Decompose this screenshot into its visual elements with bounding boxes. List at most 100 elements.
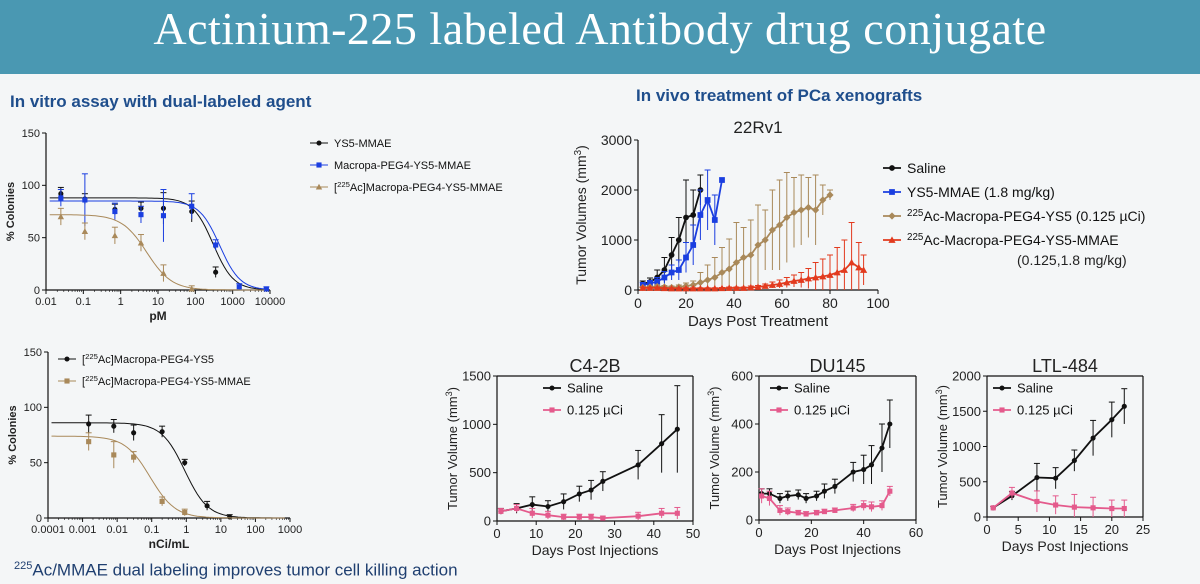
chart-c-series-3-point xyxy=(783,278,791,286)
chart-f-series-0-line xyxy=(992,405,1125,509)
chart-a-series-1-point xyxy=(82,197,88,203)
chart-a-series-2-point xyxy=(57,213,65,220)
chart-f-ytick-label: 500 xyxy=(959,474,981,489)
chart-b-xtick-label: 0.1 xyxy=(144,524,159,536)
chart-e-series-0-point xyxy=(785,493,791,499)
chart-e-series-0-point xyxy=(795,492,801,498)
chart-c-series-3-point xyxy=(776,280,784,287)
chart-d-xtick-label: 10 xyxy=(529,526,543,541)
chart-f-series-1-point xyxy=(1071,504,1077,510)
chart-b-series-1-point xyxy=(159,498,165,504)
chart-a-ytick-label: 50 xyxy=(28,233,40,245)
chart-d-series-1-point xyxy=(514,505,520,511)
chart-e-series-1-point xyxy=(832,507,838,513)
footer-caption: 225Ac/MMAE dual labeling improves tumor … xyxy=(14,560,458,581)
chart-b-legend-0-label: [225Ac]Macropa-PEG4-YS5 xyxy=(82,351,214,366)
chart-a-series-1-point xyxy=(189,203,195,209)
chart-c-series-2-point xyxy=(711,273,719,282)
chart-b-xtick-label: 0.0001 xyxy=(31,524,65,536)
chart-c-series-3-point xyxy=(646,284,654,291)
footer-text: Ac/MMAE dual labeling improves tumor cel… xyxy=(32,560,458,580)
chart-e-legend-0-label: Saline xyxy=(794,381,830,396)
chart-a-series-1-point xyxy=(263,286,269,292)
chart-b-ytick-label: 50 xyxy=(30,458,42,470)
chart-a-xtick-label: 1 xyxy=(118,296,124,308)
chart-b-legend-1-text: Ac]Macropa-PEG4-YS5-MMAE xyxy=(98,376,251,388)
chart-e-xtick-label: 20 xyxy=(804,525,818,540)
chart-b-xtick-label: 0.001 xyxy=(69,524,97,536)
chart-c-series-3-point xyxy=(840,266,848,273)
chart-d-legend-1-label: 0.125 µCi xyxy=(567,403,623,418)
chart-c-series-1-point xyxy=(668,269,675,276)
chart-c-series-3-point xyxy=(768,281,776,288)
chart-a-legend-2-label: [225Ac]Macropa-PEG4-YS5-MMAE xyxy=(334,179,503,194)
chart-c-series-3-point xyxy=(696,284,704,292)
chart-c-series-0-point xyxy=(683,214,689,221)
chart-c-ytick-label: 1000 xyxy=(601,232,632,248)
chart-c-series-1-point xyxy=(704,197,711,203)
chart-f-xtick-label: 20 xyxy=(1105,522,1119,537)
chart-c-series-2-point xyxy=(812,206,820,214)
chart-f-series-0-point xyxy=(1034,474,1040,481)
chart-a-series-2-point xyxy=(188,285,195,292)
chart-a-legend-1-label: Macropa-PEG4-YS5-MMAE xyxy=(334,160,471,172)
chart-a-legend-2-bracket: [ xyxy=(334,182,337,194)
chart-d-ytick-label: 0 xyxy=(484,514,491,529)
chart-a-xtick-label: 10000 xyxy=(255,296,286,308)
chart-e-series-0-point xyxy=(777,495,783,501)
chart-a-ytick-label: 0 xyxy=(34,285,40,297)
chart-d-xtick-label: 50 xyxy=(686,526,700,541)
invitro-heading: In vitro assay with dual-labeled agent xyxy=(10,92,312,111)
chart-b-xtick-label: 1 xyxy=(183,524,189,536)
chart-c-series-3-point xyxy=(732,284,740,291)
chart-e-ytick-label: 600 xyxy=(731,369,753,384)
chart-c-x-label: Days Post Treatment xyxy=(688,313,829,330)
chart-b-legend-0-text: Ac]Macropa-PEG4-YS5 xyxy=(98,354,214,366)
chart-d-series-0-point xyxy=(659,441,665,447)
chart-c-series-3-point xyxy=(711,284,719,292)
chart-e-series-0-point xyxy=(814,493,820,499)
chart-d-series-0-point xyxy=(674,426,680,432)
chart-c-series-2-point xyxy=(732,258,740,267)
chart-a-series-1-point xyxy=(160,213,167,219)
chart-e-xtick-label: 40 xyxy=(856,525,870,540)
chart-c-series-3-point xyxy=(725,284,733,291)
chart-a-legend-2-text: Ac]Macropa-PEG4-YS5-MMAE xyxy=(350,182,503,194)
chart-a-legend-0-label: YS5-MMAE xyxy=(334,138,391,150)
chart-f-legend-0-label: Saline xyxy=(1017,381,1053,396)
chart-c-series-2-point xyxy=(718,268,726,277)
chart-f-x-label: Days Post Injections xyxy=(1002,538,1129,554)
chart-c-series-2-point xyxy=(826,191,834,199)
chart-a-series-1-point xyxy=(112,208,118,215)
chart-d-series-0-point xyxy=(576,491,582,497)
chart-f-series-1-line xyxy=(992,491,1125,510)
chart-a-ytick-label: 100 xyxy=(22,180,40,192)
chart-c-series-2-point xyxy=(740,253,748,262)
chart-d-xtick-label: 20 xyxy=(568,526,582,541)
chart-d-series-1-point xyxy=(588,514,594,520)
chart-d-series-0-point xyxy=(600,478,606,484)
chart-c-series-2-point xyxy=(804,203,812,212)
chart-b-ytick-label: 0 xyxy=(36,513,42,525)
chart-d-ytick-label: 500 xyxy=(469,465,491,480)
chart-b-series-1-point xyxy=(182,509,188,516)
chart-d-series-1-point xyxy=(659,510,665,516)
chart-d-series-1-point xyxy=(600,515,606,521)
chart-c-series-1-point xyxy=(719,177,725,183)
chart-c-series-3-point xyxy=(689,284,697,292)
chart-e-y-label: Tumor Volume (mm3) xyxy=(706,386,722,509)
chart-c-series-0-point xyxy=(675,237,682,243)
chart-d-x-label: Days Post Injections xyxy=(532,542,659,558)
chart-e-series-0-point xyxy=(850,469,856,475)
chart-e-series-1-point xyxy=(814,510,820,516)
chart-c-legend-3-label2: (0.125,1.8 mg/kg) xyxy=(1017,252,1127,268)
chart-c-series-1-point xyxy=(654,278,661,285)
chart-c-legend-2-marker xyxy=(888,212,896,220)
chart-a-series-2-point xyxy=(137,239,145,246)
chart-a-xtick-label: 100 xyxy=(186,296,204,308)
chart-d-xtick-label: 40 xyxy=(647,526,661,541)
chart-b-xtick-label: 1000 xyxy=(278,524,302,536)
chart-c-xtick-label: 100 xyxy=(866,295,890,311)
chart-c-series-3-point xyxy=(855,263,863,271)
chart-d-xtick-label: 30 xyxy=(607,526,621,541)
